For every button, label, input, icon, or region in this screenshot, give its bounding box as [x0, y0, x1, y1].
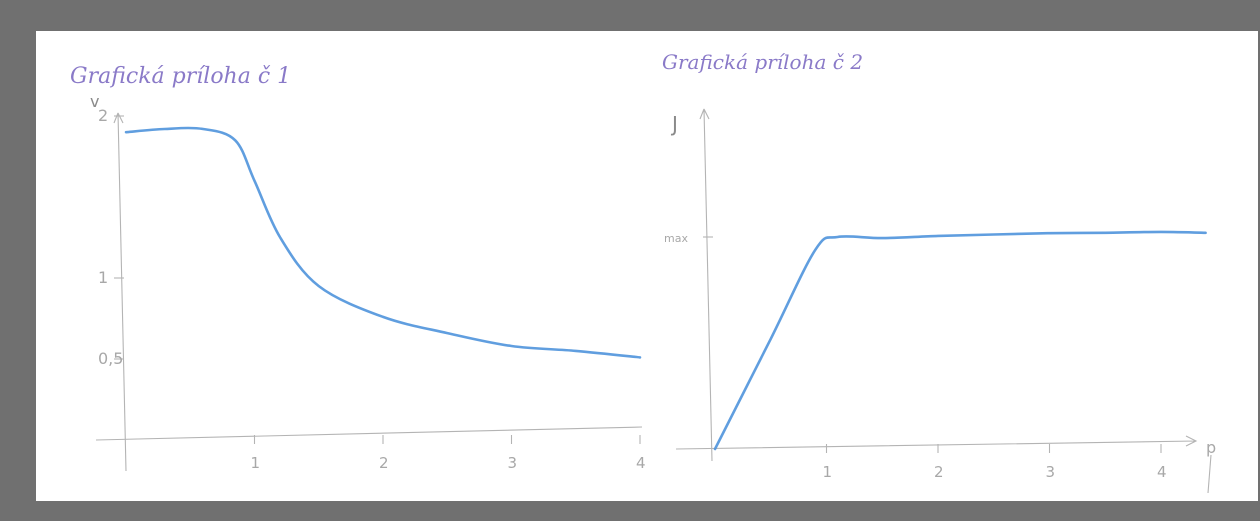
chart-1-y-tick-label: 1 — [98, 268, 108, 287]
chart-1-y-axis — [113, 112, 127, 472]
chart-2-xlabel-stroke — [1207, 454, 1212, 494]
chart-2: Grafická príloha č 2 J p 1 2 3 4 max — [662, 50, 1216, 494]
chart-2-x-tick-label: 2 — [934, 463, 944, 481]
chart-1-x-tick-label: 2 — [379, 454, 389, 472]
chart-2-x-tick-label: 4 — [1157, 463, 1167, 481]
chart-1-x-tick-label: 3 — [508, 454, 518, 472]
chart-1-ylabel: v — [90, 92, 99, 111]
paper-sheet: Grafická príloha č 1 v 1 2 3 4 0,5 1 2 Grafick… — [36, 31, 1258, 501]
chart-2-title: Grafická príloha č 2 — [662, 50, 863, 74]
chart-1: Grafická príloha č 1 v 1 2 3 4 0,5 1 2 — [70, 64, 646, 472]
chart-2-y-tick-label: max — [664, 232, 688, 245]
chart-2-y-axis — [699, 108, 713, 462]
chart-2-ylabel: J — [670, 112, 678, 136]
chart-1-x-tick-label: 4 — [636, 454, 646, 472]
chart-2-x-axis — [675, 435, 1198, 450]
chart-1-title: Grafická príloha č 1 — [70, 64, 291, 89]
chart-2-x-tick-label: 3 — [1046, 463, 1056, 481]
chart-1-x-tick-label: 1 — [251, 454, 261, 472]
chart-1-y-tick-label: 2 — [98, 106, 108, 125]
chart-1-x-axis — [95, 426, 643, 441]
chart-1-series-line — [124, 126, 642, 359]
chart-1-y-tick-label: 0,5 — [98, 349, 123, 368]
chart-2-x-tick-label: 1 — [823, 463, 833, 481]
chart-2-series-line — [713, 230, 1207, 451]
hand-drawn-charts: Grafická príloha č 1 v 1 2 3 4 0,5 1 2 Grafick… — [70, 50, 1216, 494]
chart-2-xlabel: p — [1206, 438, 1216, 457]
